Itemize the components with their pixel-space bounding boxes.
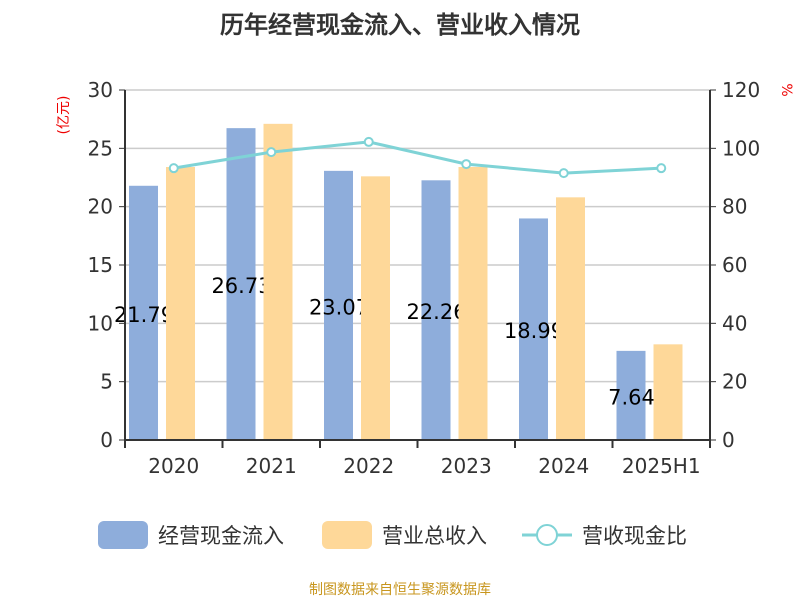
bar-revenue — [458, 167, 488, 440]
bar-cash-inflow — [324, 170, 353, 440]
left-tick-label: 5 — [100, 370, 113, 394]
bar-revenue — [263, 123, 293, 440]
data-label: 22.26 — [406, 300, 466, 324]
data-label: 23.07 — [309, 295, 369, 319]
right-tick-label: 0 — [722, 428, 735, 452]
ratio-point — [558, 168, 569, 179]
right-tick-label: 100 — [722, 136, 760, 160]
legend-marker-ratio — [536, 524, 558, 546]
right-tick-label: 20 — [722, 370, 747, 394]
x-tick-label: 2023 — [441, 454, 492, 478]
right-tick-label: 120 — [722, 78, 760, 102]
data-label: 26.73 — [211, 274, 271, 298]
ratio-line — [173, 140, 662, 175]
left-tick-label: 20 — [88, 195, 113, 219]
x-tick-label: 2025H1 — [622, 454, 701, 478]
chart-title: 历年经营现金流入、营业收入情况 — [220, 11, 580, 39]
x-tick-label: 2020 — [148, 454, 199, 478]
ratio-point — [266, 147, 277, 158]
bar-revenue — [653, 344, 683, 440]
legend-label: 营收现金比 — [582, 524, 687, 548]
source-note: 制图数据来自恒生聚源数据库 — [309, 582, 491, 598]
bar-revenue — [166, 167, 195, 440]
right-tick-label: 40 — [722, 311, 747, 335]
ratio-point — [461, 159, 472, 170]
left-axis-label: (亿元) — [56, 96, 72, 135]
left-tick-label: 10 — [88, 311, 113, 335]
legend-label: 经营现金流入 — [158, 524, 284, 548]
bar-cash-inflow — [129, 185, 158, 440]
ratio-point — [656, 163, 667, 174]
x-tick-label: 2024 — [538, 454, 589, 478]
x-tick-label: 2021 — [246, 454, 297, 478]
bar-cash-inflow — [616, 350, 646, 440]
data-label: 7.64 — [608, 385, 655, 409]
right-axis-label: % — [778, 83, 794, 96]
left-tick-label: 15 — [88, 253, 113, 277]
bar-cash-inflow — [226, 128, 256, 440]
ratio-point — [363, 136, 374, 147]
legend-swatch-cash-inflow — [98, 521, 148, 549]
ratio-point — [168, 163, 179, 174]
bar-revenue — [361, 176, 390, 441]
right-tick-label: 60 — [722, 253, 747, 277]
bar-revenue — [556, 197, 585, 440]
legend-label: 营业总收入 — [382, 524, 487, 548]
x-tick-label: 2022 — [343, 454, 394, 478]
right-tick-label: 80 — [722, 195, 747, 219]
bar-cash-inflow — [421, 180, 451, 441]
left-tick-label: 30 — [88, 78, 113, 102]
left-tick-label: 25 — [88, 136, 113, 160]
data-label: 18.99 — [504, 319, 564, 343]
bar-cash-inflow — [519, 218, 548, 440]
left-tick-label: 0 — [100, 428, 113, 452]
legend-swatch-revenue — [322, 521, 372, 549]
